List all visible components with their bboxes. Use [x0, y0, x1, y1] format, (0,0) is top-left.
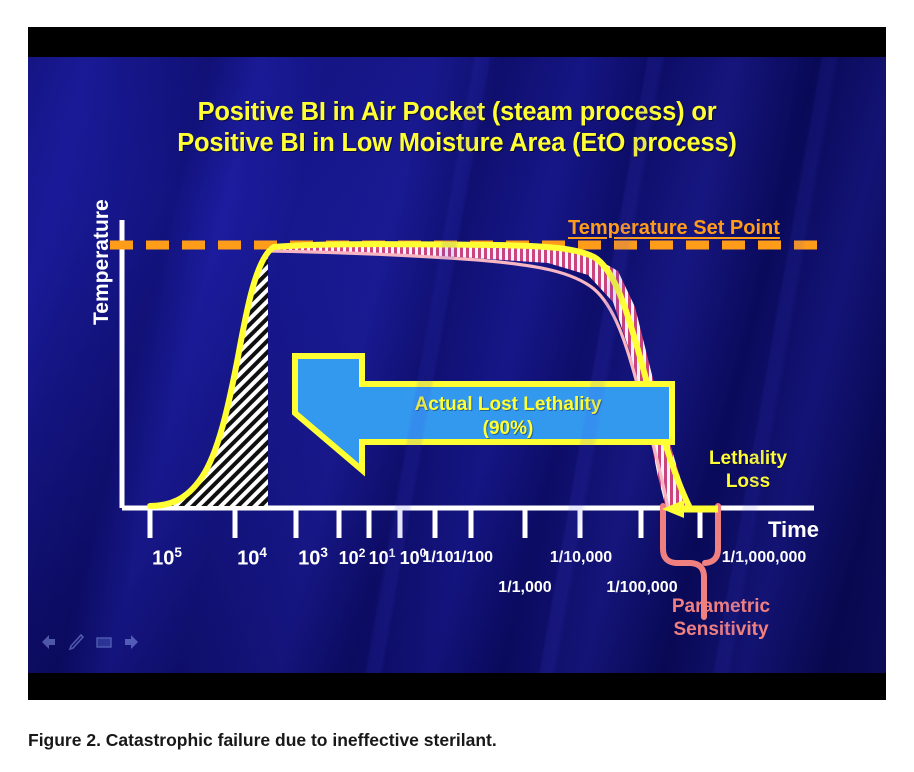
x-tick-label-1-100000: 1/100,000 — [606, 579, 678, 596]
presentation-slide: Positive BI in Air Pocket (steam process… — [28, 57, 886, 673]
left-arrow-icon[interactable] — [38, 632, 56, 650]
actual-lost-lethality-line-1: Actual Lost Lethality — [414, 394, 602, 415]
parametric-sensitivity-line-2: Sensitivity — [673, 619, 769, 640]
lethality-chart — [110, 220, 828, 620]
lethality-loss-measure-arrow — [662, 500, 718, 518]
slideshow-navigation-bar[interactable] — [38, 632, 140, 651]
parametric-sensitivity-brace — [660, 503, 721, 620]
pen-icon[interactable] — [66, 632, 85, 651]
x-tick-label-1e1: 101 — [368, 546, 396, 568]
slide-title-line-2: Positive BI in Low Moisture Area (EtO pr… — [177, 129, 737, 157]
slide-title: Positive BI in Air Pocket (steam process… — [28, 97, 886, 159]
parametric-sensitivity-label: Parametric Sensitivity — [636, 595, 806, 641]
x-tick-label-1-10: 1/10 — [422, 549, 454, 566]
actual-lost-lethality-line-2: (90%) — [482, 418, 534, 439]
x-tick-label-1-1000000: 1/1,000,000 — [721, 549, 807, 566]
slide-title-line-1: Positive BI in Air Pocket (steam process… — [197, 98, 717, 126]
x-tick-label-1e5: 105 — [152, 545, 182, 570]
temperature-set-point-label: Temperature Set Point — [568, 217, 780, 239]
x-tick-label-1e2: 102 — [338, 546, 366, 568]
x-tick-label-1e0: 100 — [399, 546, 427, 568]
lethality-loss-label: Lethality Loss — [688, 447, 808, 493]
actual-lost-lethality-label: Actual Lost Lethality (90%) — [358, 393, 658, 441]
lethality-loss-line-2: Loss — [725, 471, 771, 492]
x-tick-label-1e4: 104 — [237, 545, 267, 570]
parametric-sensitivity-line-1: Parametric — [671, 596, 771, 617]
chamber-temperature-curve — [147, 241, 693, 511]
delivered-lethality-hatch-region — [150, 249, 268, 506]
actual-lost-lethality-arrow — [292, 353, 675, 477]
x-tick-label-1-100: 1/100 — [452, 549, 494, 566]
figure-caption: Figure 2. Catastrophic failure due to in… — [28, 730, 497, 750]
slide-icon[interactable] — [94, 632, 112, 650]
x-tick-label-1-10000: 1/10,000 — [549, 549, 613, 566]
lethality-loss-line-1: Lethality — [708, 448, 788, 469]
x-axis-ticks — [147, 510, 703, 538]
right-arrow-icon[interactable] — [122, 632, 140, 650]
x-tick-label-1e3: 103 — [298, 545, 328, 570]
y-axis-label: Temperature — [90, 199, 113, 325]
x-tick-label-1-1000: 1/1,000 — [498, 579, 552, 596]
x-axis-label: Time — [768, 517, 819, 542]
